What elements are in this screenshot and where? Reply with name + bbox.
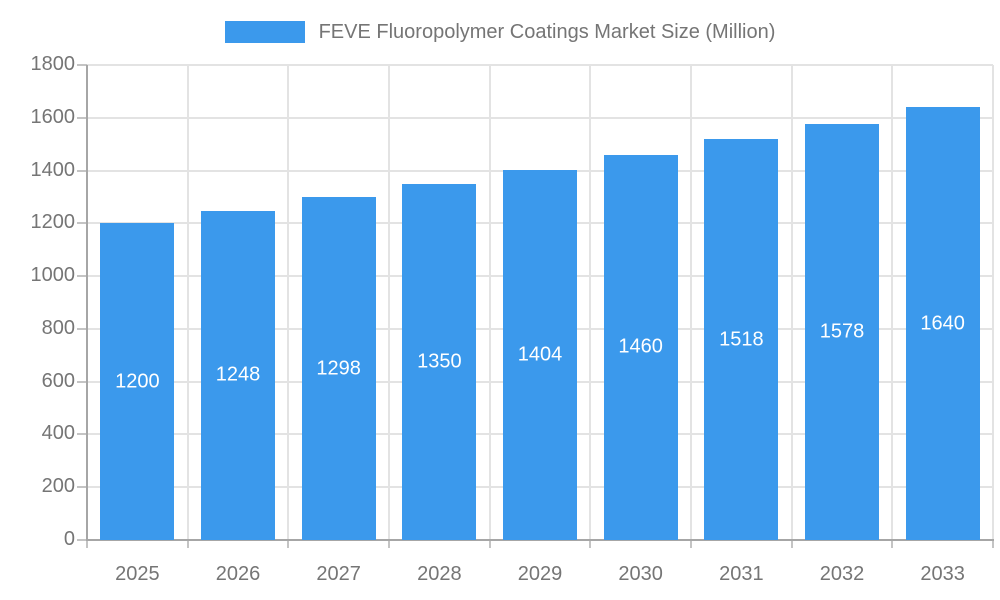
y-axis-tick — [77, 380, 87, 383]
bar[interactable] — [805, 123, 879, 540]
bar[interactable] — [301, 197, 376, 540]
y-axis-tick — [77, 486, 87, 489]
x-axis-tick — [690, 540, 692, 548]
x-axis-tick — [186, 540, 189, 548]
y-axis-label: 1600 — [30, 105, 76, 128]
y-axis-line — [86, 65, 88, 540]
bar-value-label: 1578 — [819, 320, 865, 343]
x-axis-tick — [891, 540, 894, 548]
x-axis-tick — [388, 540, 390, 548]
x-axis-label: 2028 — [417, 563, 462, 585]
x-axis-tick — [589, 540, 592, 548]
x-axis-tick — [992, 540, 994, 548]
x-gridline — [790, 65, 793, 540]
bar[interactable] — [603, 154, 678, 540]
y-gridline — [87, 64, 993, 66]
x-gridline — [186, 65, 189, 540]
x-axis-label: 2032 — [819, 563, 865, 585]
y-axis-tick — [77, 116, 87, 119]
y-axis-tick — [77, 433, 87, 436]
x-axis-label: 2030 — [618, 563, 663, 585]
y-axis-label: 600 — [41, 369, 75, 392]
x-gridline — [388, 65, 390, 540]
x-gridline — [690, 65, 692, 540]
y-axis-label: 200 — [41, 475, 75, 498]
chart-legend: FEVE Fluoropolymer Coatings Market Size … — [0, 16, 1000, 48]
x-axis-tick — [790, 540, 793, 548]
x-gridline — [589, 65, 592, 540]
x-axis-tick — [86, 540, 88, 548]
bar-value-label: 1200 — [115, 370, 160, 393]
x-axis-label: 2031 — [719, 563, 764, 585]
y-axis-tick — [77, 222, 87, 225]
y-axis-tick — [77, 275, 87, 278]
x-axis-tick — [488, 540, 491, 548]
x-axis-label: 2025 — [115, 563, 160, 585]
x-axis-tick — [287, 540, 290, 548]
y-axis-tick — [77, 327, 87, 330]
x-gridline — [488, 65, 491, 540]
bar[interactable] — [402, 183, 477, 540]
y-axis-label: 1800 — [30, 53, 76, 75]
legend-swatch[interactable] — [224, 21, 305, 43]
legend-label: FEVE Fluoropolymer Coatings Market Size … — [318, 20, 776, 43]
y-axis-tick — [77, 169, 87, 172]
y-axis-label: 1400 — [30, 158, 76, 181]
bar-value-label: 1350 — [417, 350, 462, 373]
bar-value-label: 1298 — [316, 357, 361, 380]
x-axis-label: 2026 — [215, 563, 261, 585]
x-axis-label: 2033 — [920, 563, 965, 585]
bar[interactable] — [905, 107, 980, 540]
bar-value-label: 1518 — [719, 328, 764, 351]
y-axis-label: 1000 — [30, 264, 76, 287]
bar-value-label: 1248 — [215, 363, 261, 386]
x-axis-label: 2029 — [517, 563, 563, 585]
x-axis-line — [86, 539, 994, 541]
y-axis-label: 1200 — [30, 211, 76, 234]
y-gridline — [87, 116, 993, 119]
x-gridline — [287, 65, 290, 540]
y-axis-tick — [77, 539, 87, 541]
y-axis-tick — [77, 64, 87, 66]
bar-value-label: 1404 — [517, 343, 563, 366]
bar[interactable] — [201, 210, 275, 540]
bar[interactable] — [100, 223, 175, 540]
y-axis-label: 800 — [41, 316, 75, 339]
bar-value-label: 1640 — [920, 312, 965, 335]
x-axis-label: 2027 — [316, 563, 361, 585]
x-gridline — [891, 65, 894, 540]
y-axis-label: 400 — [41, 422, 75, 445]
x-gridline — [992, 65, 994, 540]
y-axis-label: 0 — [63, 528, 75, 550]
bar-value-label: 1460 — [618, 335, 663, 358]
bar[interactable] — [704, 139, 779, 540]
bar[interactable] — [503, 169, 577, 540]
